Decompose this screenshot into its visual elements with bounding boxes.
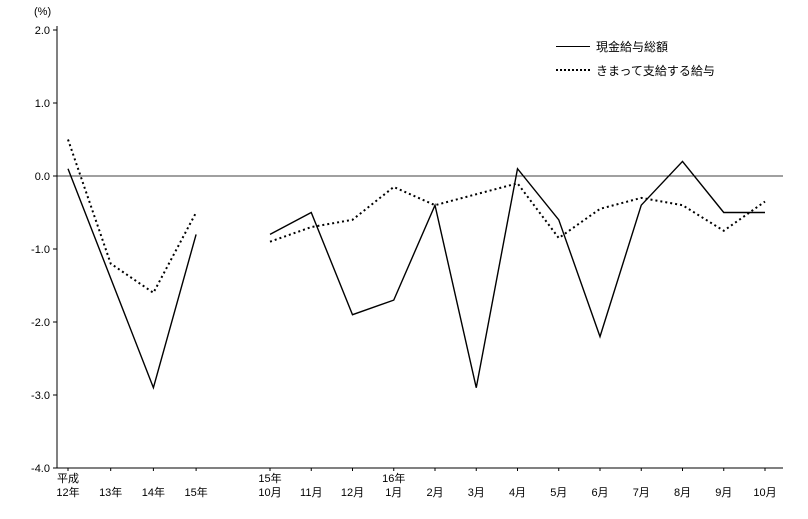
legend-item-solid: 現金給与総額 [556, 34, 715, 58]
series-line-solid-annual [67, 168, 197, 390]
x-tick-label: 14年 [142, 485, 165, 499]
y-tick-label: -3.0 [31, 390, 50, 402]
dotted-line-sample-icon [556, 69, 590, 71]
y-tick-label: -4.0 [31, 463, 50, 475]
x-tick-label: 10月 [753, 487, 776, 499]
x-tick-label: 15年 [184, 485, 207, 499]
x-tick-label-era: 15年 [258, 471, 281, 485]
x-tick-label: 2月 [426, 487, 443, 499]
x-tick-label: 3月 [468, 487, 485, 499]
chart-legend: 現金給与総額 きまって支給する給与 [556, 34, 715, 82]
solid-line-sample-icon [556, 45, 590, 47]
x-tick-label: 6月 [591, 487, 608, 499]
x-tick-label: 7月 [633, 487, 650, 499]
x-tick-label: 11月 [300, 487, 322, 499]
x-tick-label: 12月 [341, 487, 364, 499]
x-tick-label: 12年 [56, 485, 79, 499]
y-tick-label: 2.0 [35, 25, 50, 37]
legend-label-dotted: きまって支給する給与 [596, 63, 715, 78]
y-tick-label: 1.0 [35, 98, 50, 110]
x-tick-label-era: 16年 [382, 471, 405, 485]
x-tick-label: 8月 [674, 487, 691, 499]
series-line-solid-monthly [269, 160, 765, 388]
x-tick-label: 5月 [550, 487, 567, 499]
y-axis-unit-label: (%) [34, 6, 52, 18]
x-tick-label: 13年 [99, 485, 122, 499]
x-tick-label: 4月 [509, 487, 526, 499]
y-tick-label: -1.0 [31, 244, 50, 256]
x-tick-label: 10月 [258, 487, 281, 499]
x-tick-label: 1月 [385, 487, 402, 499]
y-tick-label: -2.0 [31, 317, 50, 329]
y-tick-label: 0.0 [35, 171, 50, 183]
x-tick-label-era: 平成 [57, 472, 79, 485]
legend-label-solid: 現金給与総額 [596, 39, 669, 54]
series-line-dotted-monthly [269, 182, 766, 243]
legend-item-dotted: きまって支給する給与 [556, 58, 715, 82]
series-line-dotted-annual [67, 139, 197, 295]
x-tick-label: 9月 [715, 487, 732, 499]
